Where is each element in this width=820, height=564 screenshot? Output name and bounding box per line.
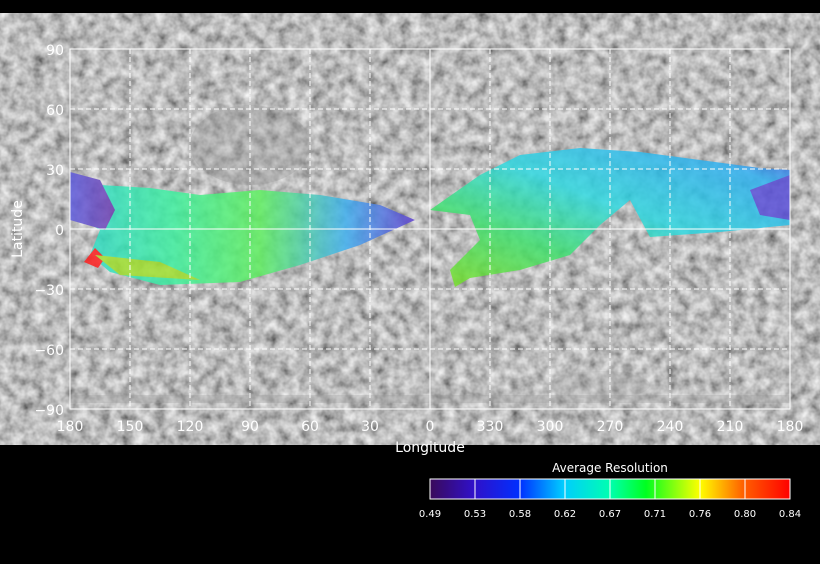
y-tick-label: −60 <box>34 343 64 359</box>
colorbar-tick: 0.71 <box>644 509 666 520</box>
colorbar-tick: 0.58 <box>509 509 531 520</box>
map-plot-area <box>69 48 791 410</box>
x-tick-label: 150 <box>117 419 144 435</box>
x-tick-label: 300 <box>537 419 564 435</box>
x-tick-label: 60 <box>301 419 319 435</box>
y-tick-label: 0 <box>55 223 64 239</box>
y-tick-label: −30 <box>34 283 64 299</box>
colorbar-tick: 0.62 <box>554 509 576 520</box>
x-axis-label: Longitude <box>395 440 465 456</box>
x-tick-label: 270 <box>597 419 624 435</box>
colorbar-tick: 0.76 <box>689 509 711 520</box>
coverage-footprint <box>95 255 200 280</box>
y-axis-label: Latitude <box>10 200 26 258</box>
x-tick-label: 330 <box>477 419 504 435</box>
plot-frame <box>69 48 791 410</box>
x-tick-label: 30 <box>361 419 379 435</box>
coverage-region-west <box>70 172 415 285</box>
colorbar-dividers <box>474 479 746 499</box>
colorbar-title: Average Resolution <box>552 461 668 475</box>
coverage-footprint <box>70 172 115 230</box>
y-tick-label: −90 <box>34 403 64 419</box>
coverage-region-east <box>430 148 790 287</box>
x-tick-label: 90 <box>241 419 259 435</box>
chart-title: Simple Cylindrical Coverage Map Showing … <box>166 26 694 46</box>
colorbar-tick: 0.53 <box>464 509 486 520</box>
x-tick-label: 0 <box>426 419 435 435</box>
colorbar-tick: 0.67 <box>599 509 621 520</box>
y-tick-label: 30 <box>46 163 64 179</box>
colorbar-tick: 0.84 <box>779 509 801 520</box>
basemap-crater <box>550 371 650 399</box>
x-tick-label: 210 <box>717 419 744 435</box>
x-tick-label: 240 <box>657 419 684 435</box>
x-tick-label: 180 <box>57 419 84 435</box>
coverage-footprint <box>84 248 105 268</box>
coverage-footprint <box>70 175 415 285</box>
y-tick-label: 60 <box>46 103 64 119</box>
x-axis: 180 150 120 90 60 30 0 330 300 270 240 2… <box>57 419 804 456</box>
colorbar-tick: 0.80 <box>734 509 756 520</box>
colorbar-tick: 0.49 <box>419 509 441 520</box>
coverage-footprint <box>430 148 790 287</box>
y-axis: 90 60 30 0 −30 −60 −90 Latitude <box>10 43 64 419</box>
x-tick-label: 120 <box>177 419 204 435</box>
colorbar: Average Resolution 0.49 0.53 0.58 0.62 0… <box>419 461 801 520</box>
coverage-footprint <box>750 175 790 220</box>
y-tick-label: 90 <box>46 43 64 59</box>
x-tick-label: 180 <box>777 419 804 435</box>
